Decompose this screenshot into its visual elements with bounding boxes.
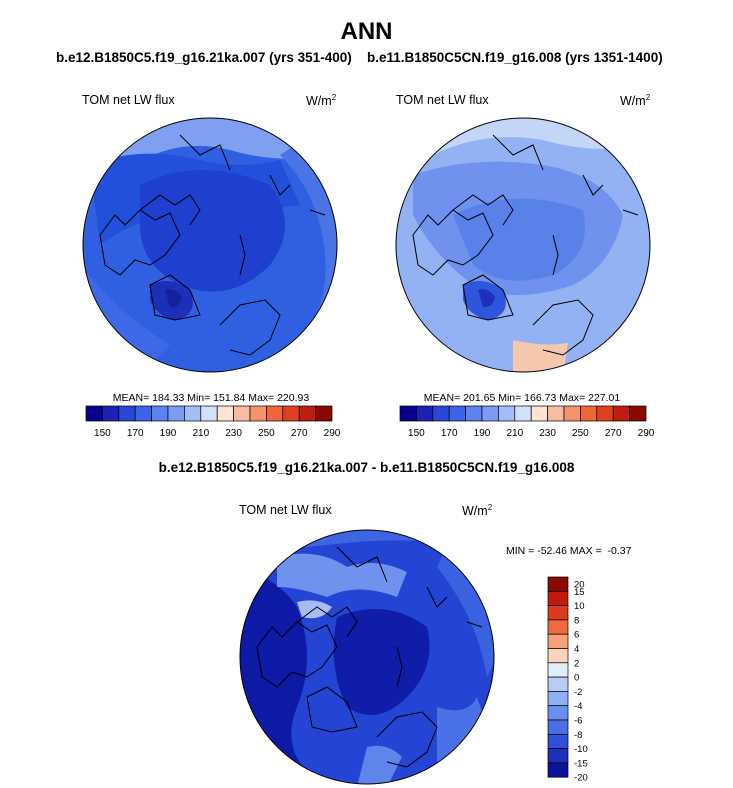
diff-min-max: MIN = -52.46 MAX = -0.37 [506,545,632,557]
diff-colorbar-tick-label: 0 [574,673,579,684]
left-colorbar: 150 170 190 210 230 250 270 290 [85,405,341,439]
right-colorbar-swatch [481,405,499,422]
diff-colorbar-tick-label: -4 [574,701,582,712]
right-colorbar: 150 170 190 210 230 250 270 290 [399,405,655,439]
right-colorbar-swatch [596,405,614,422]
left-colorbar-swatch [184,405,202,422]
left-colorbar-swatch [266,405,284,422]
diff-colorbar-swatch [547,705,569,721]
diff-colorbar-swatch [547,733,569,749]
left-colorbar-swatch [134,405,152,422]
diff-colorbar-swatch [547,691,569,707]
right-colorbar-swatch [514,405,532,422]
diff-colorbar-tick-label: -15 [574,758,588,769]
right-colorbar-swatch [629,405,647,422]
diff-colorbar-swatch [547,762,569,778]
right-colorbar-swatch [580,405,598,422]
left-colorbar-tick-label: 290 [324,428,341,439]
left-colorbar-swatch [282,405,300,422]
diff-colorbar-tick-label: -2 [574,687,582,698]
diff-colorbar-swatch [547,576,569,592]
right-colorbar-swatch [465,405,483,422]
right-colorbar-swatch [612,405,630,422]
left-colorbar-swatch [118,405,136,422]
left-colorbar-swatch [249,405,267,422]
right-polar-map [395,117,651,373]
diff-colorbar-swatch [547,748,569,764]
difference-title: b.e12.B1850C5.f19_g16.21ka.007 - b.e11.B… [158,460,575,475]
page-title: ANN [340,18,393,45]
right-colorbar-swatch [498,405,516,422]
right-colorbar-swatch [432,405,450,422]
right-colorbar-swatch [530,405,548,422]
left-colorbar-tick-label: 210 [192,428,209,439]
diff-colorbar-tick-label: 6 [574,630,579,641]
left-colorbar-swatch [85,405,103,422]
left-stats: MEAN= 184.33 Min= 151.84 Max= 220.93 [112,392,310,404]
left-colorbar-swatch [151,405,169,422]
left-colorbar-tick-label: 190 [160,428,177,439]
difference-polar-map [239,529,495,785]
diff-colorbar-swatch [547,619,569,635]
left-polar-map [82,117,338,373]
diff-colorbar-tick-label: 4 [574,644,579,655]
diff-colorbar-swatch [547,648,569,664]
right-variable-label: TOM net LW flux [396,93,489,107]
right-units-label: W/m2 [620,93,651,109]
right-colorbar-tick-label: 230 [539,428,556,439]
diff-colorbar-tick-label: -20 [574,773,588,784]
diff-colorbar-tick-label: -8 [574,730,582,741]
diff-colorbar-swatch [547,719,569,735]
right-stats: MEAN= 201.65 Min= 166.73 Max= 227.01 [423,392,621,404]
diff-colorbar-tick-label: -6 [574,716,582,727]
left-colorbar-tick-label: 270 [291,428,308,439]
right-colorbar-tick-label: 190 [474,428,491,439]
diff-colorbar-swatch [547,590,569,606]
right-colorbar-tick-label: 170 [441,428,458,439]
left-colorbar-tick-label: 150 [94,428,111,439]
left-colorbar-swatch [167,405,185,422]
diff-colorbar-swatch [547,633,569,649]
left-units-label: W/m2 [306,93,337,109]
left-case-title: b.e12.B1850C5.f19_g16.21ka.007 (yrs 351-… [56,50,352,65]
right-colorbar-swatch [448,405,466,422]
diff-colorbar-swatch [547,676,569,692]
diff-colorbar-tick-label: 15 [574,587,585,598]
diff-colorbar-swatch [547,662,569,678]
right-colorbar-tick-label: 290 [638,428,655,439]
right-colorbar-tick-label: 150 [408,428,425,439]
right-colorbar-swatch [563,405,581,422]
diff-colorbar-tick-label: -10 [574,744,588,755]
left-colorbar-swatch [200,405,218,422]
right-colorbar-swatch [416,405,434,422]
left-colorbar-swatch [298,405,316,422]
diff-colorbar-tick-label: 2 [574,658,579,669]
diff-colorbar-swatch [547,605,569,621]
diff-units-label: W/m2 [462,503,493,519]
diff-colorbar-tick-label: 10 [574,601,585,612]
right-colorbar-tick-label: 210 [506,428,523,439]
left-colorbar-tick-label: 230 [225,428,242,439]
right-colorbar-tick-label: 270 [605,428,622,439]
right-colorbar-swatch [547,405,565,422]
left-colorbar-swatch [216,405,234,422]
diff-colorbar-tick-label: 8 [574,615,579,626]
right-case-title: b.e11.B1850C5CN.f19_g16.008 (yrs 1351-14… [367,50,663,65]
left-colorbar-tick-label: 170 [127,428,144,439]
left-colorbar-tick-label: 250 [258,428,275,439]
right-colorbar-swatch [399,405,417,422]
left-variable-label: TOM net LW flux [82,93,175,107]
right-colorbar-tick-label: 250 [572,428,589,439]
diff-variable-label: TOM net LW flux [239,503,332,517]
left-colorbar-swatch [315,405,333,422]
diff-colorbar-tick-label: 20 [574,580,585,591]
left-colorbar-swatch [233,405,251,422]
left-colorbar-swatch [102,405,120,422]
